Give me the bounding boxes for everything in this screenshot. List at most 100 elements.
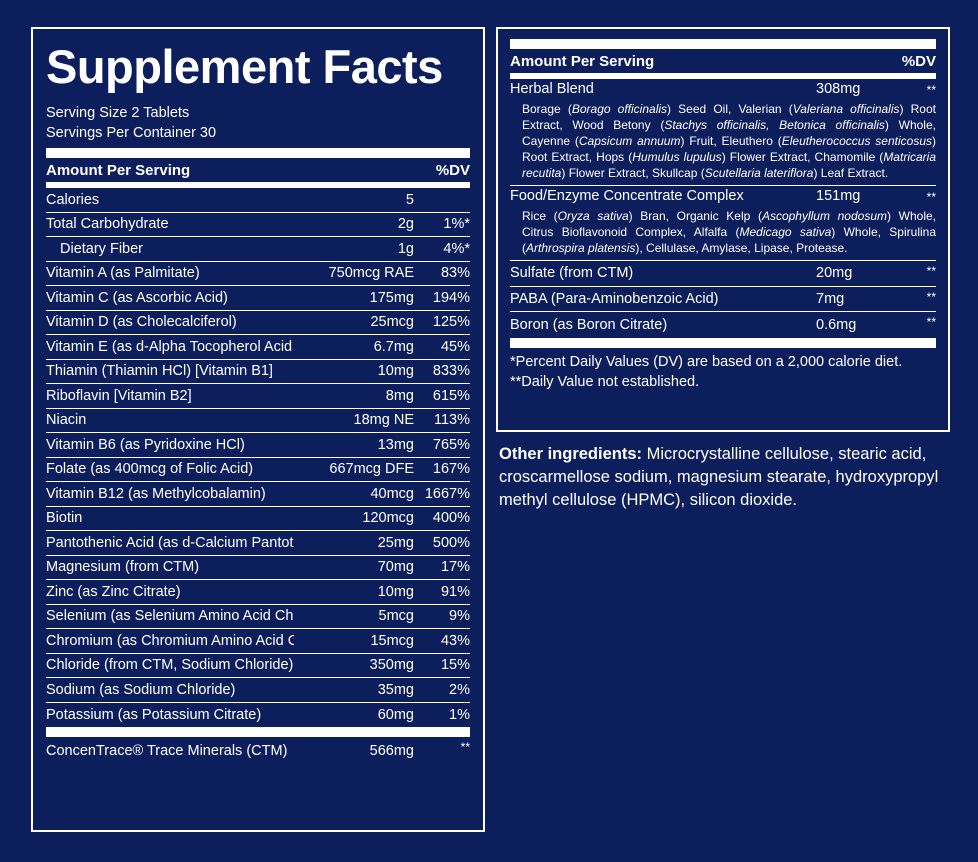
nutrient-amount: 70mg <box>377 559 414 576</box>
latin-name: Medicago sativa <box>739 225 832 239</box>
serving-size: Serving Size 2 Tablets <box>46 105 190 121</box>
table-row: Vitamin B12 (as Methylcobalamin) 40mcg 166… <box>46 482 470 507</box>
nutrient-dv: 833% <box>432 363 470 380</box>
nutrient-dv: 45% <box>440 338 470 355</box>
nutrient-amount: 10mg <box>377 583 414 600</box>
nutrient-dv: 1667% <box>424 485 470 502</box>
nutrient-amount: 350mg <box>369 657 414 674</box>
divider-thick <box>46 727 470 737</box>
footnote-dv: *Percent Daily Values (DV) are based on … <box>510 353 903 370</box>
divider-medium <box>510 73 936 79</box>
table-row: Thiamin (Thiamin HCl) [Vitamin B1] 10mg 83… <box>46 360 470 384</box>
nutrient-dv: 15% <box>440 657 470 674</box>
nutrient-amount: 25mg <box>377 534 414 551</box>
nutrient-name: Zinc (as Zinc Citrate) <box>46 583 181 600</box>
dv-label: %DV <box>435 161 470 179</box>
nutrient-dv: ** <box>926 289 936 304</box>
latin-name: Ascophyllum nodosum <box>761 209 887 223</box>
blend-amount: 308mg <box>816 81 861 97</box>
blend-dv: ** <box>926 83 936 97</box>
divider-thick <box>510 337 936 348</box>
latin-name: Humulus lupulus <box>632 150 722 164</box>
nutrient-name: Vitamin D (as Cholecalciferol) <box>46 314 237 331</box>
ingredient-text: ) Whole, Cayenne ( <box>522 118 936 148</box>
nutrient-name: Potassium (as Potassium Citrate) <box>46 706 262 723</box>
nutrient-amount: 667mcg DFE <box>329 461 414 478</box>
nutrient-name: Total Carbohydrate <box>46 216 169 233</box>
table-row: Herbal Blend 308mg ** <box>510 81 936 101</box>
table-row: PABA (Para-Aminobenzoic Acid) 7mg ** <box>510 287 936 312</box>
ingredient-text: ) Root Extract, Wood Betony ( <box>522 102 936 132</box>
nutrient-name: Sodium (as Sodium Chloride) <box>46 681 236 698</box>
table-row: Magnesium (from CTM) 70mg 17% <box>46 556 470 580</box>
nutrient-dv: ** <box>460 740 470 754</box>
footnote-not-established: **Daily Value not established. <box>510 373 700 390</box>
ingredient-text: ) Leaf Extract. <box>813 166 889 180</box>
herbal-blend-ingredients: Borage (Borago officinalis) Seed Oil, Va… <box>510 101 936 185</box>
table-row: Vitamin A (as Palmitate) 750mcg RAE 83% <box>46 262 470 286</box>
nutrient-dv: 500% <box>432 534 470 551</box>
table-row: Riboflavin [Vitamin B2] 8mg 615% <box>46 384 470 409</box>
nutrient-name: Vitamin B12 (as Methylcobalamin) <box>46 485 266 502</box>
nutrient-amount: 5 <box>405 191 414 208</box>
nutrient-amount: 175mg <box>369 289 414 306</box>
table-row: Niacin 18mg NE 113% <box>46 409 470 433</box>
table-row: Zinc (as Zinc Citrate) 10mg 91% <box>46 580 470 605</box>
ingredient-text: ) Whole, Spirulina ( <box>522 225 936 255</box>
latin-name: Capsicum annuum <box>578 134 681 148</box>
nutrient-amount: 40mcg <box>370 485 414 502</box>
nutrient-name: Chromium (as Chromium Amino Acid Chelate… <box>46 632 294 649</box>
nutrient-amount: 8mg <box>385 387 414 404</box>
nutrient-name: PABA (Para-Aminobenzoic Acid) <box>510 290 719 307</box>
amount-header: Amount Per Serving %DV <box>510 49 936 73</box>
table-row: Pantothenic Acid (as d-Calcium Pantothen… <box>46 531 470 556</box>
other-ingredients-label: Other ingredients: <box>499 445 643 463</box>
nutrient-name: Chloride (from CTM, Sodium Chloride) <box>46 657 294 674</box>
nutrient-dv: ** <box>926 315 936 329</box>
ingredient-text: ) Seed Oil, Valerian ( <box>667 102 793 116</box>
nutrient-name: Vitamin C (as Ascorbic Acid) <box>46 289 228 306</box>
ingredient-text: ), Cellulase, Amylase, Lipase, Protease. <box>635 241 848 255</box>
nutrient-name: Selenium (as Selenium Amino Acid Chelate… <box>46 608 294 625</box>
latin-name: Eleutherococcus senticosus <box>781 134 932 148</box>
other-ingredients: Other ingredients: Microcrystalline cell… <box>499 443 949 512</box>
other-ingredients-text: Microcrystalline cellulose, stearic acid… <box>499 445 939 509</box>
nutrient-dv: 9% <box>449 608 470 625</box>
nutrient-dv: 194% <box>432 289 470 306</box>
nutrient-dv: 4%* <box>443 240 470 257</box>
nutrient-amount: 10mg <box>377 363 414 380</box>
nutrient-name: Vitamin E (as d-Alpha Tocopherol Acid Su… <box>46 338 294 355</box>
table-row: Sodium (as Sodium Chloride) 35mg 2% <box>46 678 470 703</box>
latin-name: Stachys officinalis, Betonica officinali… <box>664 118 885 132</box>
blend-name: Food/Enzyme Concentrate Complex <box>510 188 744 204</box>
nutrient-dv: 91% <box>440 583 470 600</box>
nutrient-dv: 113% <box>433 412 470 429</box>
divider-thick <box>46 148 470 158</box>
table-row: Boron (as Boron Citrate) 0.6mg ** <box>510 312 936 338</box>
amount-per-serving-label: Amount Per Serving <box>510 52 655 70</box>
nutrient-name: Vitamin B6 (as Pyridoxine HCl) <box>46 436 245 453</box>
nutrient-amount: 13mg <box>377 436 414 453</box>
nutrient-name: ConcenTrace® Trace Minerals (CTM) <box>46 743 288 759</box>
table-row: Calories 5 <box>46 188 470 213</box>
page-title: Supplement Facts <box>46 40 443 93</box>
ingredient-text: Borage ( <box>522 102 572 116</box>
latin-name: Oryza sativa <box>557 209 629 223</box>
table-row: Vitamin C (as Ascorbic Acid) 175mg 194% <box>46 286 470 311</box>
nutrient-dv: 400% <box>432 510 470 527</box>
ingredient-text: ) Whole, Citrus Bioflavonoid Complex, Al… <box>522 209 936 239</box>
nutrient-name: Riboflavin [Vitamin B2] <box>46 387 192 404</box>
table-row: Vitamin D (as Cholecalciferol) 25mcg 125% <box>46 311 470 335</box>
nutrient-name: Folate (as 400mcg of Folic Acid) <box>46 461 254 478</box>
nutrient-amount: 15mcg <box>370 632 414 649</box>
nutrient-amount: 0.6mg <box>816 316 857 333</box>
blend-amount: 151mg <box>816 188 861 204</box>
nutrient-name: Niacin <box>46 412 87 429</box>
nutrient-amount: 20mg <box>816 265 853 282</box>
divider-thick <box>510 39 936 49</box>
table-row: Potassium (as Potassium Citrate) 60mg 1% <box>46 703 470 728</box>
ingredient-text: ) Flower Extract, Chamomile ( <box>721 150 884 164</box>
latin-name: Borago officinalis <box>571 102 668 116</box>
ingredient-text: ) Flower Extract, Skullcap ( <box>561 166 705 180</box>
nutrient-dv: 2% <box>449 681 470 698</box>
